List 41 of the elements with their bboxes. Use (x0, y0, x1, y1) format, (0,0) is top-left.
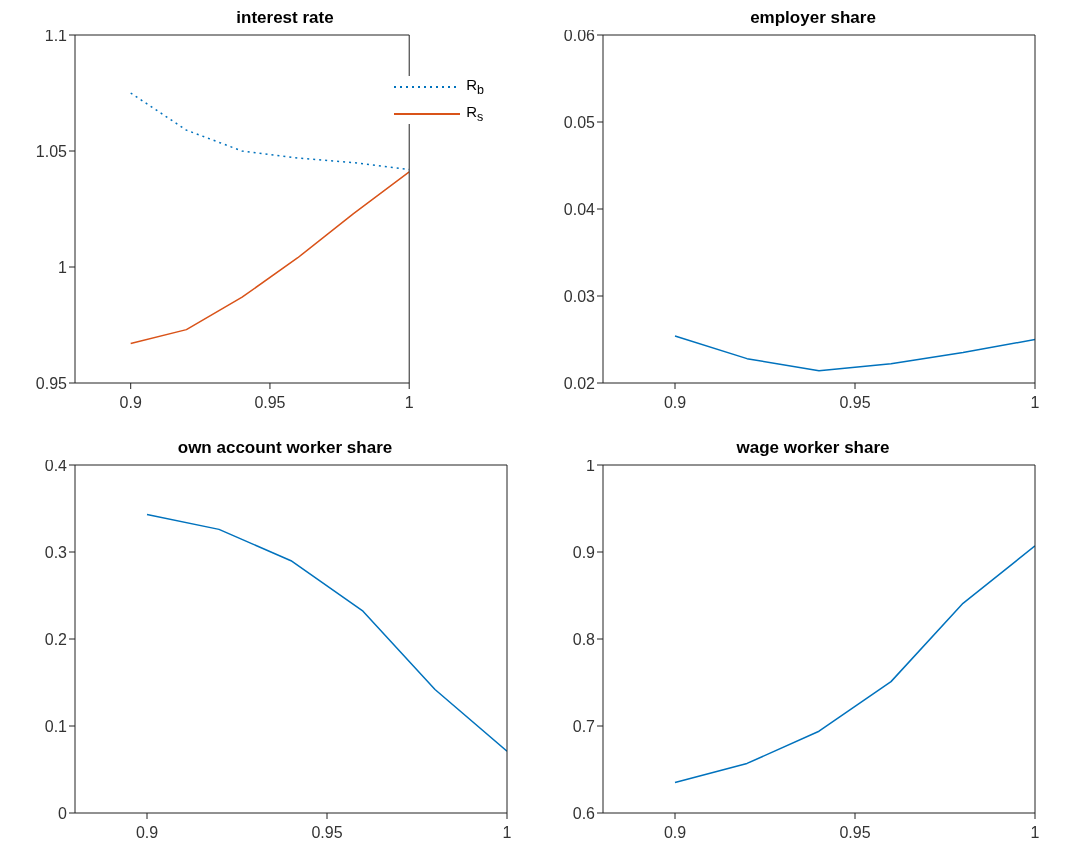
y-tick-label: 0.7 (572, 717, 596, 735)
y-tick-label: 1 (586, 456, 596, 474)
y-tick-label: 0.1 (44, 717, 68, 735)
y-tick-label: 0 (58, 804, 68, 822)
x-tick-label: 1 (1030, 824, 1040, 842)
y-tick-label: 0.04 (563, 200, 596, 218)
legend-label: R$_{b}$ (466, 76, 484, 97)
x-tick-label: 1 (502, 824, 512, 842)
x-tick-label: 0.9 (119, 394, 142, 412)
y-tick-label: 0.4 (44, 456, 68, 474)
x-tick-label: 0.9 (663, 394, 687, 412)
chart-title: own account worker share (176, 438, 394, 459)
x-tick-label: 0.95 (839, 824, 871, 842)
line-series (146, 513, 507, 752)
y-tick-label: 0.8 (572, 630, 596, 648)
y-tick-label: 0.6 (572, 804, 596, 822)
chart-title: wage worker share (735, 438, 891, 459)
line-series (674, 545, 1035, 784)
y-tick-label: 0.02 (563, 374, 596, 392)
x-tick-label: 1 (1030, 394, 1040, 412)
y-tick-label: 1.05 (35, 142, 68, 160)
line-series (129, 171, 410, 345)
x-tick-label: 0.95 (311, 824, 343, 842)
x-tick-label: 0.95 (254, 394, 286, 412)
y-tick-label: 0.06 (563, 26, 596, 44)
y-tick-label: 1 (58, 258, 68, 276)
y-tick-label: 0.95 (35, 374, 68, 392)
y-tick-label: 0.2 (44, 630, 68, 648)
y-tick-label: 0.05 (563, 113, 596, 131)
line-series (674, 335, 1035, 372)
x-tick-label: 1 (404, 394, 414, 412)
y-tick-label: 1.1 (44, 26, 68, 44)
chart-title: employer share (749, 8, 877, 29)
x-tick-label: 0.95 (839, 394, 871, 412)
y-tick-label: 0.03 (563, 287, 596, 305)
x-tick-label: 0.9 (135, 824, 159, 842)
legend-label: R$_{s}$ (466, 103, 484, 124)
chart-title: interest rate (235, 8, 335, 29)
y-tick-label: 0.3 (44, 543, 68, 561)
y-tick-label: 0.9 (572, 543, 596, 561)
x-tick-label: 0.9 (663, 824, 687, 842)
